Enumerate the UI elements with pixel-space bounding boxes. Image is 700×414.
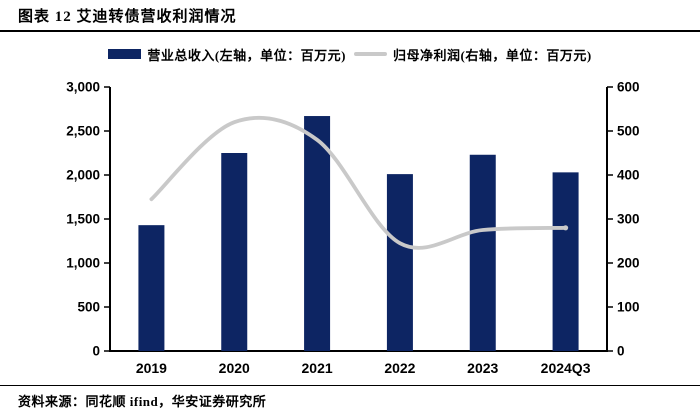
x-axis-label-2019: 2019 [136,360,167,376]
left-axis-label: 500 [77,300,100,315]
source-note: 资料来源：同花顺 ifind，华安证券研究所 [18,394,267,409]
chart-header: 图表 12 艾迪转债营收利润情况 [0,0,700,26]
right-axis-label: 600 [617,80,640,95]
legend-bar-swatch [108,49,142,59]
legend-label-profit: 归母净利润(右轴，单位：百万元) [393,47,592,63]
profit-line-end-dot [562,225,569,231]
bar-2021 [304,116,331,351]
bar-2022 [386,174,413,351]
right-axis-label: 300 [617,212,640,227]
legend-item-profit: 归母净利润(右轴，单位：百万元) [354,45,592,64]
header-divider [0,30,700,32]
right-axis-label: 200 [617,256,640,271]
right-axis-label: 500 [617,124,640,139]
chart-canvas: 0 500 1,000 1,500 2,000 2,500 3,000 0 100 200 300 4… [66,80,640,377]
x-axis-label-2020: 2020 [219,360,250,376]
legend-item-revenue: 营业总收入(左轴，单位：百万元) [108,45,346,64]
left-axis-label: 3,000 [66,80,100,95]
bar-2023 [469,154,496,351]
bar-2019 [138,225,165,351]
profit-line [149,115,568,250]
legend-line-swatch [354,52,387,56]
left-axis-label: 0 [92,344,100,359]
chart-title: 图表 12 艾迪转债营收利润情况 [18,9,237,25]
footer-divider [0,385,700,386]
bar-2020 [221,153,248,351]
legend-label-revenue: 营业总收入(左轴，单位：百万元) [147,47,346,63]
left-axis-label: 1,000 [66,256,100,271]
right-axis-label: 100 [617,300,640,315]
bar-2024Q3 [552,172,579,351]
x-axis-label-2022: 2022 [384,360,415,376]
x-axis-label-2024Q3: 2024Q3 [541,360,591,376]
left-axis-label: 1,500 [66,212,100,227]
left-axis-label: 2,000 [66,168,100,183]
chart-legend: 营业总收入(左轴，单位：百万元) 归母净利润(右轴，单位：百万元) [0,44,700,64]
x-axis-label-2023: 2023 [467,360,498,376]
right-axis-label: 400 [617,168,640,183]
right-axis-label: 0 [617,344,625,359]
x-axis-label-2021: 2021 [302,360,333,376]
left-axis-label: 2,500 [66,124,100,139]
